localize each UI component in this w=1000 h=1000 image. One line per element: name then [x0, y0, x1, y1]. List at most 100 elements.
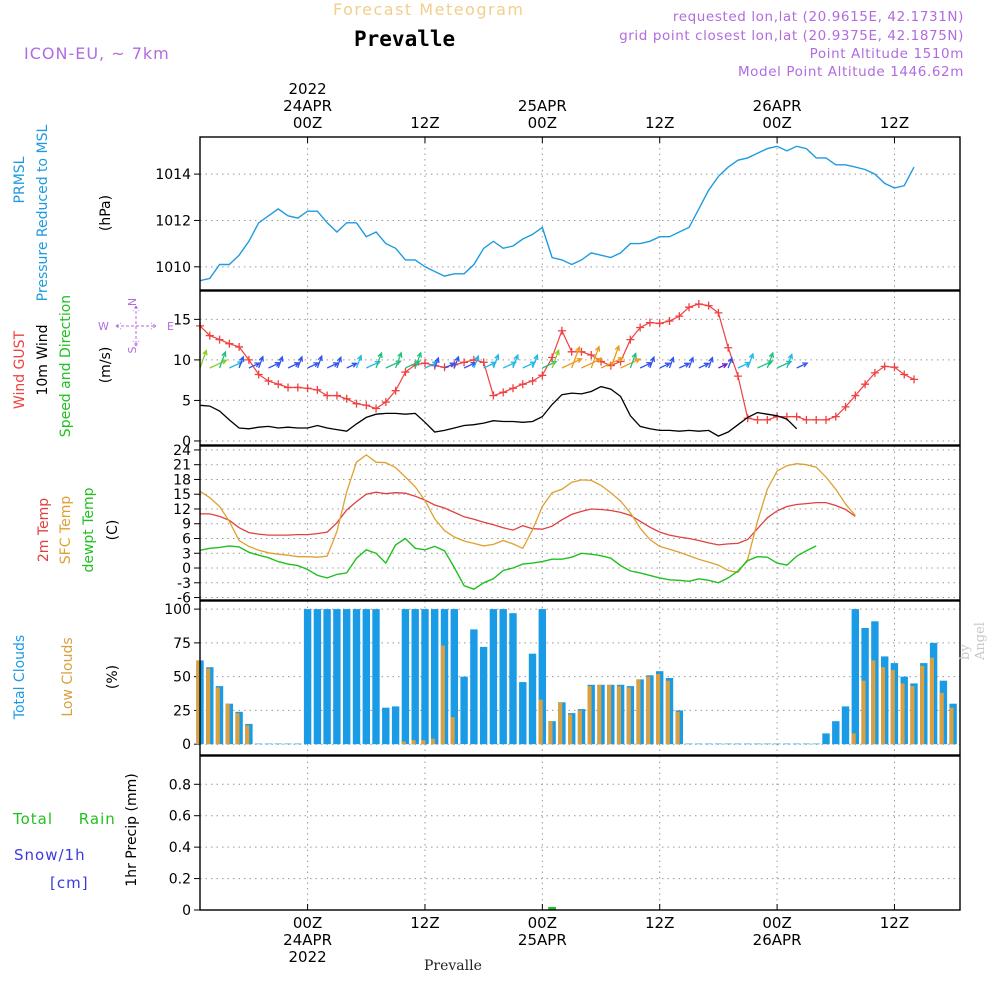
panel-frame-clouds: [199, 600, 961, 756]
bottom-time-label: 12Z: [880, 914, 909, 932]
total-cloud-bar: [734, 743, 742, 745]
gust-marker: [587, 351, 596, 360]
low-cloud-bar: [196, 660, 201, 745]
total-cloud-bar: [431, 609, 439, 745]
total-cloud-bar: [489, 609, 498, 745]
total-cloud-bar: [352, 609, 361, 745]
total-cloud-bar: [528, 653, 537, 745]
pressure-series: [199, 145, 915, 282]
total-cloud-bar: [812, 743, 820, 745]
watermark: by Angel: [958, 622, 988, 660]
low-cloud-bar: [890, 669, 895, 745]
requested-coordinates: requested lon,lat (20.9615E, 42.1731N): [672, 9, 964, 25]
label-sfc-temp: SFC Temp: [58, 496, 74, 565]
gust-marker: [499, 388, 508, 397]
total-cloud-bar: [783, 743, 791, 745]
y-tick-label: 0: [182, 903, 191, 919]
gust-marker: [372, 404, 381, 413]
bottom-time-label: 24APR: [283, 931, 332, 949]
model-point-altitude: Model Point Altitude 1446.62m: [737, 64, 964, 80]
gust-marker: [538, 371, 547, 380]
wind-direction-arrow: [473, 354, 480, 369]
compass-north: N: [126, 298, 139, 306]
gust-marker: [352, 399, 361, 408]
low-cloud-bar: [939, 692, 944, 745]
y-tick-label: 15: [173, 487, 191, 503]
low-cloud-bar: [538, 699, 543, 745]
label-2m-temp: 2m Temp: [36, 498, 52, 562]
low-cloud-bar: [450, 717, 455, 745]
label-pressure-msl: Pressure Reduced to MSL: [35, 124, 51, 301]
gust-marker: [303, 384, 312, 393]
wind-direction-arrow: [786, 352, 793, 369]
y-tick-label: 18: [173, 472, 191, 488]
low-cloud-bar: [245, 725, 250, 745]
gust-marker: [284, 383, 293, 392]
y-tick-label: 21: [173, 458, 191, 474]
gust-marker: [225, 339, 234, 348]
bottom-time-label: 00Z: [293, 914, 322, 932]
total-cloud-bar: [255, 743, 263, 745]
low-cloud-bar: [646, 676, 651, 745]
total-cloud-bar: [822, 733, 830, 745]
gust-marker: [655, 319, 664, 328]
gust-marker: [675, 312, 684, 321]
gust-marker: [362, 401, 371, 410]
gust-marker: [626, 335, 635, 344]
total-cloud-bar: [333, 609, 341, 745]
compass-rose: [115, 305, 157, 347]
total-cloud-bar: [714, 743, 723, 745]
label-wind-unit: (m/s): [98, 347, 114, 384]
label-snow: Snow/1h: [14, 846, 86, 864]
label-total-clouds: Total Clouds: [12, 635, 28, 720]
model-label: ICON-EU, ~ 7km: [24, 44, 170, 63]
wind-direction-arrow: [218, 350, 227, 369]
gust-marker: [743, 414, 752, 423]
total-cloud-bar: [401, 609, 410, 745]
low-cloud-bar: [910, 686, 915, 745]
top-time-label: 00Z: [528, 114, 557, 132]
y-tick-label: 0: [182, 434, 191, 450]
low-cloud-bar: [929, 657, 934, 745]
wind-direction-arrow: [796, 362, 809, 369]
total-cloud-bar: [411, 609, 419, 745]
total-cloud-bar: [695, 743, 703, 745]
low-cloud-bar: [900, 683, 905, 745]
wind-direction-arrow: [355, 354, 363, 369]
y-tick-label: 0.6: [169, 809, 191, 825]
wind-direction-arrow: [238, 355, 245, 369]
y-tick-label: 0: [182, 561, 191, 577]
total-cloud-bar: [509, 613, 517, 745]
y-tick-label: 5: [182, 393, 191, 409]
wind-direction-arrow: [434, 356, 440, 369]
location-name: Prevalle: [354, 27, 456, 51]
y-tick-label: -6: [177, 591, 191, 607]
bottom-time-label: 12Z: [410, 914, 439, 932]
panel-frame-pressure: [199, 136, 961, 291]
gust-marker: [704, 301, 713, 310]
point-altitude: Point Altitude 1510m: [809, 46, 964, 62]
grid-point-coordinates: grid point closest lon,lat (20.9375E, 42…: [619, 28, 964, 44]
low-cloud-bar: [851, 733, 856, 745]
gust-marker: [636, 323, 645, 332]
wind-direction-arrow: [258, 355, 264, 369]
gust-marker: [244, 355, 253, 364]
y-tick-label: 0.4: [169, 840, 191, 856]
wind-direction-arrow: [346, 362, 358, 369]
top-time-label: 00Z: [762, 114, 791, 132]
y-tick-label: 15: [173, 312, 191, 328]
total-cloud-bar: [724, 743, 732, 745]
total-cloud-bar: [274, 743, 282, 745]
y-tick-label: 1010: [155, 260, 191, 276]
y-tick-label: 25: [173, 703, 191, 719]
gust-marker: [313, 385, 322, 394]
rain-bar: [548, 907, 556, 910]
gust-marker: [342, 394, 351, 403]
total-cloud-bar: [538, 609, 546, 745]
y-tick-label: 1012: [155, 213, 191, 229]
gust-marker: [508, 384, 517, 393]
wind-direction-arrow: [747, 352, 755, 369]
panel-frame-precip: [199, 755, 961, 911]
total-cloud-bar: [421, 609, 429, 745]
gust-marker: [557, 326, 566, 335]
